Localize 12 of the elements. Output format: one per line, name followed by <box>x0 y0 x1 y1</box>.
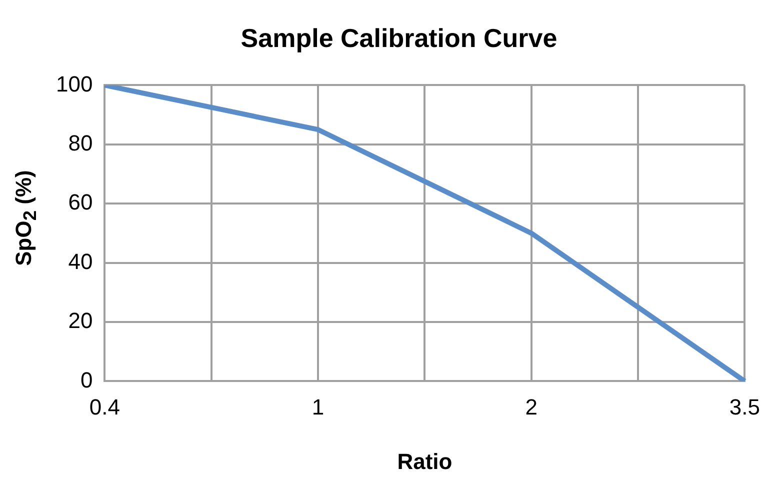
y-tick-label: 40 <box>68 248 93 274</box>
x-tick-label: 1 <box>312 394 324 420</box>
x-tick-label: 0.4 <box>89 394 120 420</box>
x-tick-label: 2 <box>525 394 538 420</box>
x-tick-label: 3.5 <box>729 394 760 420</box>
x-axis-title: Ratio <box>397 448 452 474</box>
y-tick-label: 80 <box>68 130 93 156</box>
y-tick-label: 20 <box>68 308 93 334</box>
chart-title: Sample Calibration Curve <box>240 22 558 53</box>
y-tick-label: 60 <box>68 190 93 215</box>
y-tick-label: 100 <box>56 71 93 96</box>
y-tick-label: 0 <box>80 367 93 392</box>
